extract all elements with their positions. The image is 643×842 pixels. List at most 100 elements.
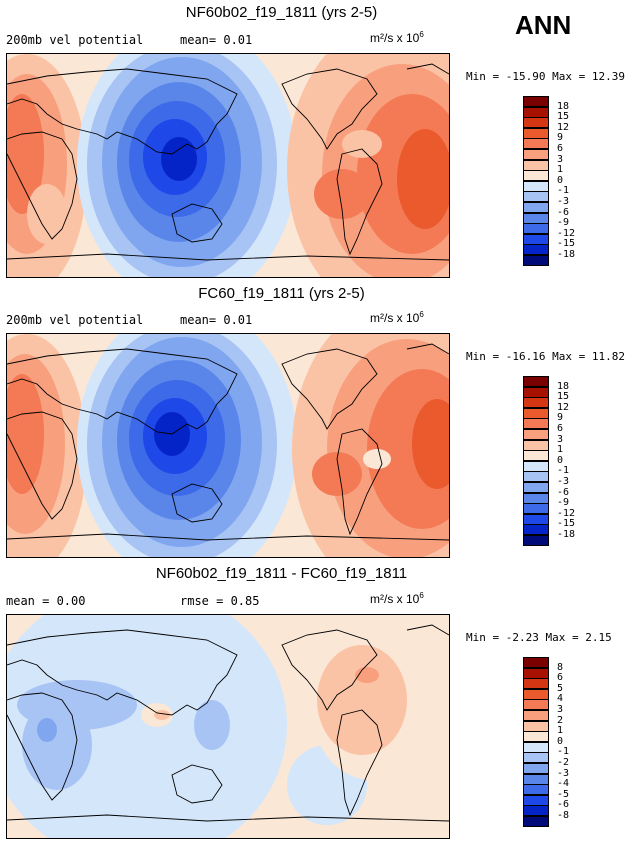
colorbar-swatch bbox=[523, 149, 549, 161]
panel-3-mean: mean = 0.00 bbox=[6, 594, 85, 608]
colorbar-swatch bbox=[523, 752, 549, 764]
panel-2-min-value: -16.16 bbox=[505, 350, 546, 363]
colorbar-swatch bbox=[523, 170, 549, 182]
panel-1-units-text: m²/s x 10 bbox=[370, 31, 420, 45]
colorbar-swatch bbox=[523, 763, 549, 775]
colorbar-swatch bbox=[523, 191, 549, 203]
colorbar-level-label: -1 bbox=[557, 465, 570, 477]
panel-1-colorbar: -18 -15 -12 -9 -6 -3 -1 0 1 3 6 9 12 15 18 bbox=[523, 96, 575, 267]
colorbar-swatch bbox=[523, 773, 549, 785]
colorbar-swatch bbox=[523, 794, 549, 806]
colorbar-level-label: -3 bbox=[557, 196, 570, 207]
colorbar-swatch bbox=[523, 106, 549, 118]
colorbar-level-label: -18 bbox=[557, 529, 576, 540]
colorbar-level-label: 3 bbox=[557, 704, 564, 715]
panel-3-map bbox=[6, 614, 450, 839]
panel-1-units: m²/s x 106 bbox=[370, 30, 424, 45]
panel-3-colorbar: -8 -6 -5 -4 -3 -2 -1 0 1 2 3 4 5 6 8 bbox=[523, 657, 569, 828]
panel-1-minmax: Min = -15.90 Max = 12.39 bbox=[466, 70, 625, 83]
panel-2-title: FC60_f19_1811 (yrs 2-5) bbox=[198, 285, 365, 302]
colorbar-swatch bbox=[523, 244, 549, 256]
colorbar-level-label: 0 bbox=[557, 735, 564, 747]
colorbar-level-label: 0 bbox=[557, 454, 564, 466]
colorbar-level-label: 2 bbox=[557, 714, 564, 726]
panel-2-field-label: 200mb vel potential bbox=[6, 313, 144, 327]
colorbar-level-label: 1 bbox=[557, 725, 564, 737]
colorbar-level-label: -9 bbox=[557, 497, 570, 509]
colorbar-swatch bbox=[523, 805, 549, 817]
colorbar-swatch bbox=[523, 418, 549, 430]
panel-1-min-value: -15.90 bbox=[505, 70, 546, 83]
panel-2-map-svg bbox=[7, 334, 449, 557]
colorbar-swatch bbox=[523, 731, 549, 743]
panel-1-mean: mean= 0.01 bbox=[180, 33, 252, 47]
colorbar-swatch bbox=[523, 503, 549, 515]
colorbar-level-label: -15 bbox=[557, 518, 576, 530]
panel-2-max-label: Max = bbox=[545, 350, 592, 363]
colorbar-swatch bbox=[523, 667, 549, 679]
season-label: ANN bbox=[515, 10, 572, 40]
colorbar-level-label: 6 bbox=[557, 143, 564, 154]
colorbar-swatch bbox=[523, 439, 549, 451]
colorbar-level-label: 3 bbox=[557, 433, 564, 445]
colorbar-swatch bbox=[523, 223, 549, 235]
colorbar-swatch bbox=[523, 710, 549, 722]
colorbar-swatch bbox=[523, 657, 549, 669]
colorbar-swatch bbox=[523, 159, 549, 171]
colorbar-level-label: 9 bbox=[557, 132, 564, 144]
colorbar-level-label: -3 bbox=[557, 767, 570, 779]
colorbar-swatch bbox=[523, 212, 549, 224]
colorbar-swatch bbox=[523, 678, 549, 690]
panel-3-max-label: Max = bbox=[538, 631, 586, 644]
colorbar-level-label: 12 bbox=[557, 401, 570, 413]
panel-2-min-label: Min = bbox=[466, 350, 506, 363]
panel-1-max-value: 12.39 bbox=[591, 70, 625, 83]
panel-1-field-label: 200mb vel potential bbox=[6, 33, 144, 47]
panel-3-min-value: -2.23 bbox=[505, 631, 539, 644]
colorbar-level-label: -6 bbox=[557, 486, 570, 498]
panel-3-rmse-label: rmse = bbox=[180, 594, 231, 608]
panel-3-units: m²/s x 106 bbox=[370, 591, 424, 606]
panel-3-mean-label: mean = bbox=[6, 594, 57, 608]
colorbar-swatch bbox=[523, 202, 549, 214]
colorbar-level-label: 18 bbox=[557, 100, 570, 112]
panel-3-rmse: rmse = 0.85 bbox=[180, 594, 259, 608]
colorbar-level-label: -1 bbox=[557, 185, 570, 197]
panel-2-mean-value: 0.01 bbox=[223, 313, 253, 327]
colorbar-swatch bbox=[523, 460, 549, 472]
colorbar-level-label: 9 bbox=[557, 412, 564, 424]
colorbar-level-label: 6 bbox=[557, 423, 564, 434]
colorbar-level-label: -15 bbox=[557, 238, 576, 250]
colorbar-level-label: 12 bbox=[557, 121, 570, 133]
colorbar-level-label: -18 bbox=[557, 249, 576, 260]
colorbar-swatch bbox=[523, 699, 549, 711]
panel-2-minmax: Min = -16.16 Max = 11.82 bbox=[466, 350, 625, 363]
colorbar-swatch bbox=[523, 471, 549, 483]
panel-2-units-text: m²/s x 10 bbox=[370, 311, 420, 325]
colorbar-swatch bbox=[523, 720, 549, 732]
colorbar-swatch bbox=[523, 180, 549, 192]
panel-2-units-exp: 6 bbox=[419, 310, 424, 319]
colorbar-level-label: 5 bbox=[557, 682, 564, 694]
colorbar-level-label: 6 bbox=[557, 672, 564, 684]
colorbar-swatch bbox=[523, 450, 549, 462]
panel-2-mean: mean= 0.01 bbox=[180, 313, 252, 327]
panel-3-max-value: 2.15 bbox=[585, 631, 612, 644]
colorbar-swatch bbox=[523, 376, 549, 388]
panel-2-map bbox=[6, 333, 450, 558]
colorbar-swatch bbox=[523, 397, 549, 409]
colorbar-level-label: -4 bbox=[557, 778, 570, 790]
colorbar-level-label: 15 bbox=[557, 111, 570, 123]
panel-3-mean-value: 0.00 bbox=[56, 594, 86, 608]
panel-1-map bbox=[6, 53, 450, 278]
panel-3-units-exp: 6 bbox=[419, 591, 424, 600]
colorbar-level-label: -2 bbox=[557, 757, 570, 768]
colorbar-level-label: 8 bbox=[557, 661, 564, 673]
colorbar-level-label: -6 bbox=[557, 799, 570, 811]
colorbar-level-label: 1 bbox=[557, 164, 564, 176]
panel-3-units-text: m²/s x 10 bbox=[370, 592, 420, 606]
panel-3-min-label: Min = bbox=[466, 631, 506, 644]
panel-2-mean-label: mean= bbox=[180, 313, 224, 327]
colorbar-level-label: -6 bbox=[557, 206, 570, 218]
colorbar-swatch bbox=[523, 386, 549, 398]
